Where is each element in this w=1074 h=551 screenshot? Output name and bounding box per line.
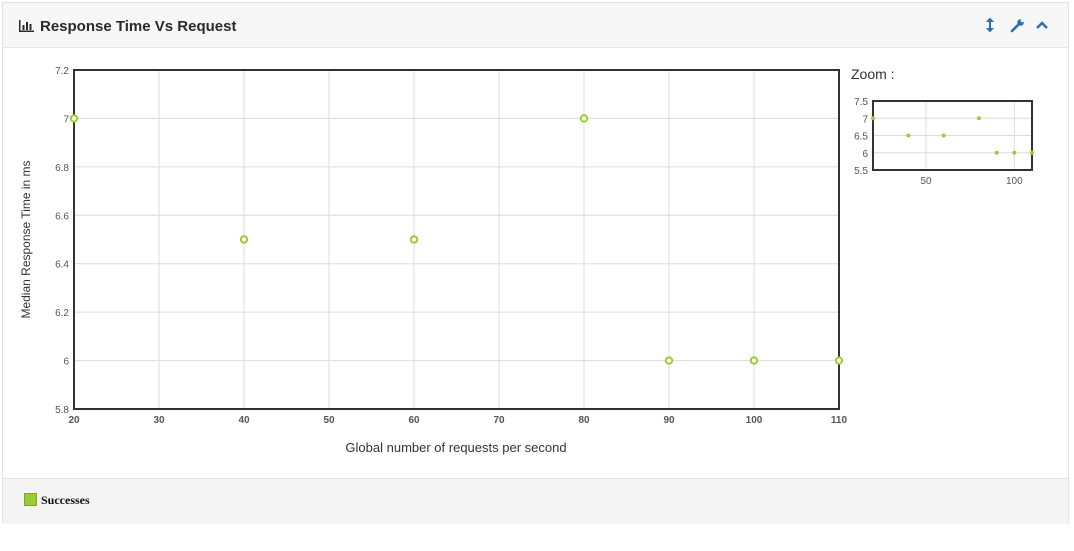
zoom-x-tick-label: 100 (1006, 176, 1023, 187)
main-y-tick-label: 6.4 (55, 260, 69, 271)
main-grid (73, 69, 840, 410)
zoom-data-point[interactable] (941, 133, 946, 138)
main-x-tick-label: 90 (663, 415, 675, 426)
main-data-point[interactable] (664, 356, 674, 365)
zoom-frame[interactable] (872, 100, 1033, 171)
zoom-data-point[interactable] (871, 116, 875, 121)
chart-svg[interactable]: 20 30 40 50 60 70 80 90 100 110 5.8 6 6.2 6.4 6.6 6.8 7 7… (3, 48, 1070, 478)
main-y-tick-label: 7.2 (55, 66, 69, 77)
main-x-tick-label: 100 (746, 415, 763, 426)
zoom-data-point[interactable] (1012, 150, 1017, 155)
main-y-tick-label: 5.8 (55, 405, 69, 416)
plot-frame (73, 69, 840, 410)
zoom-label: Zoom : (851, 66, 895, 82)
zoom-data-point[interactable] (906, 133, 911, 138)
main-y-tick-label: 6.2 (55, 308, 69, 319)
main-x-tick-label: 60 (408, 415, 420, 426)
zoom-data-point[interactable] (977, 116, 981, 121)
legend-label[interactable]: Successes (41, 493, 90, 507)
zoom-y-tick-label: 6 (862, 149, 868, 160)
chart-body: 20 30 40 50 60 70 80 90 100 110 5.8 6 6.2 6.4 6.6 6.8 7 7… (3, 48, 1068, 478)
main-y-tick-label: 7 (63, 114, 69, 125)
zoom-x-tick-label: 50 (920, 176, 932, 187)
main-data-point[interactable] (239, 235, 249, 244)
chevron-up-icon[interactable] (1034, 16, 1050, 34)
chart-panel: Response Time Vs Request 20 30 40 50 60 70 80 9… (2, 2, 1069, 524)
main-x-tick-label: 110 (831, 415, 848, 426)
main-y-tick-label: 6.8 (55, 163, 69, 174)
main-x-tick-label: 40 (238, 415, 250, 426)
legend-swatch[interactable] (24, 493, 37, 506)
x-axis-label: Global number of requests per second (345, 440, 566, 455)
zoom-data-point[interactable] (1030, 150, 1034, 155)
main-data-point[interactable] (579, 114, 589, 123)
zoom-y-tick-label: 6.5 (854, 132, 868, 143)
main-points (69, 114, 844, 365)
main-x-tick-label: 20 (68, 415, 80, 426)
main-x-tick-label: 50 (323, 415, 335, 426)
zoom-y-tick-label: 7.5 (854, 97, 868, 108)
y-axis-label: Median Response Time in ms (19, 160, 33, 318)
main-data-point[interactable] (749, 356, 759, 365)
legend: Successes (3, 478, 1068, 524)
main-y-tick-label: 6.6 (55, 211, 69, 222)
main-tick-labels: 20 30 40 50 60 70 80 90 100 110 5.8 6 6.2 6.4 6.6 6.8 7 7… (55, 66, 847, 426)
bar-chart-icon (19, 20, 34, 32)
panel-title: Response Time Vs Request (40, 18, 237, 35)
zoom-data-point[interactable] (994, 150, 999, 155)
main-data-point[interactable] (834, 356, 844, 365)
zoom-grid (873, 100, 1032, 171)
zoom-y-tick-label: 7 (862, 114, 868, 125)
main-data-point[interactable] (69, 114, 79, 123)
main-x-tick-label: 80 (578, 415, 590, 426)
resize-vertical-icon[interactable] (982, 16, 998, 34)
zoom-points (871, 116, 1034, 155)
main-x-tick-label: 70 (493, 415, 505, 426)
zoom-tick-labels: 50 100 5.5 6 6.5 7 7.5 (854, 97, 1023, 187)
zoom-y-tick-label: 5.5 (854, 166, 868, 177)
panel-header: Response Time Vs Request (3, 3, 1068, 48)
wrench-icon[interactable] (1009, 16, 1025, 34)
main-x-tick-label: 30 (153, 415, 165, 426)
main-y-tick-label: 6 (63, 357, 69, 368)
main-data-point[interactable] (409, 235, 419, 244)
